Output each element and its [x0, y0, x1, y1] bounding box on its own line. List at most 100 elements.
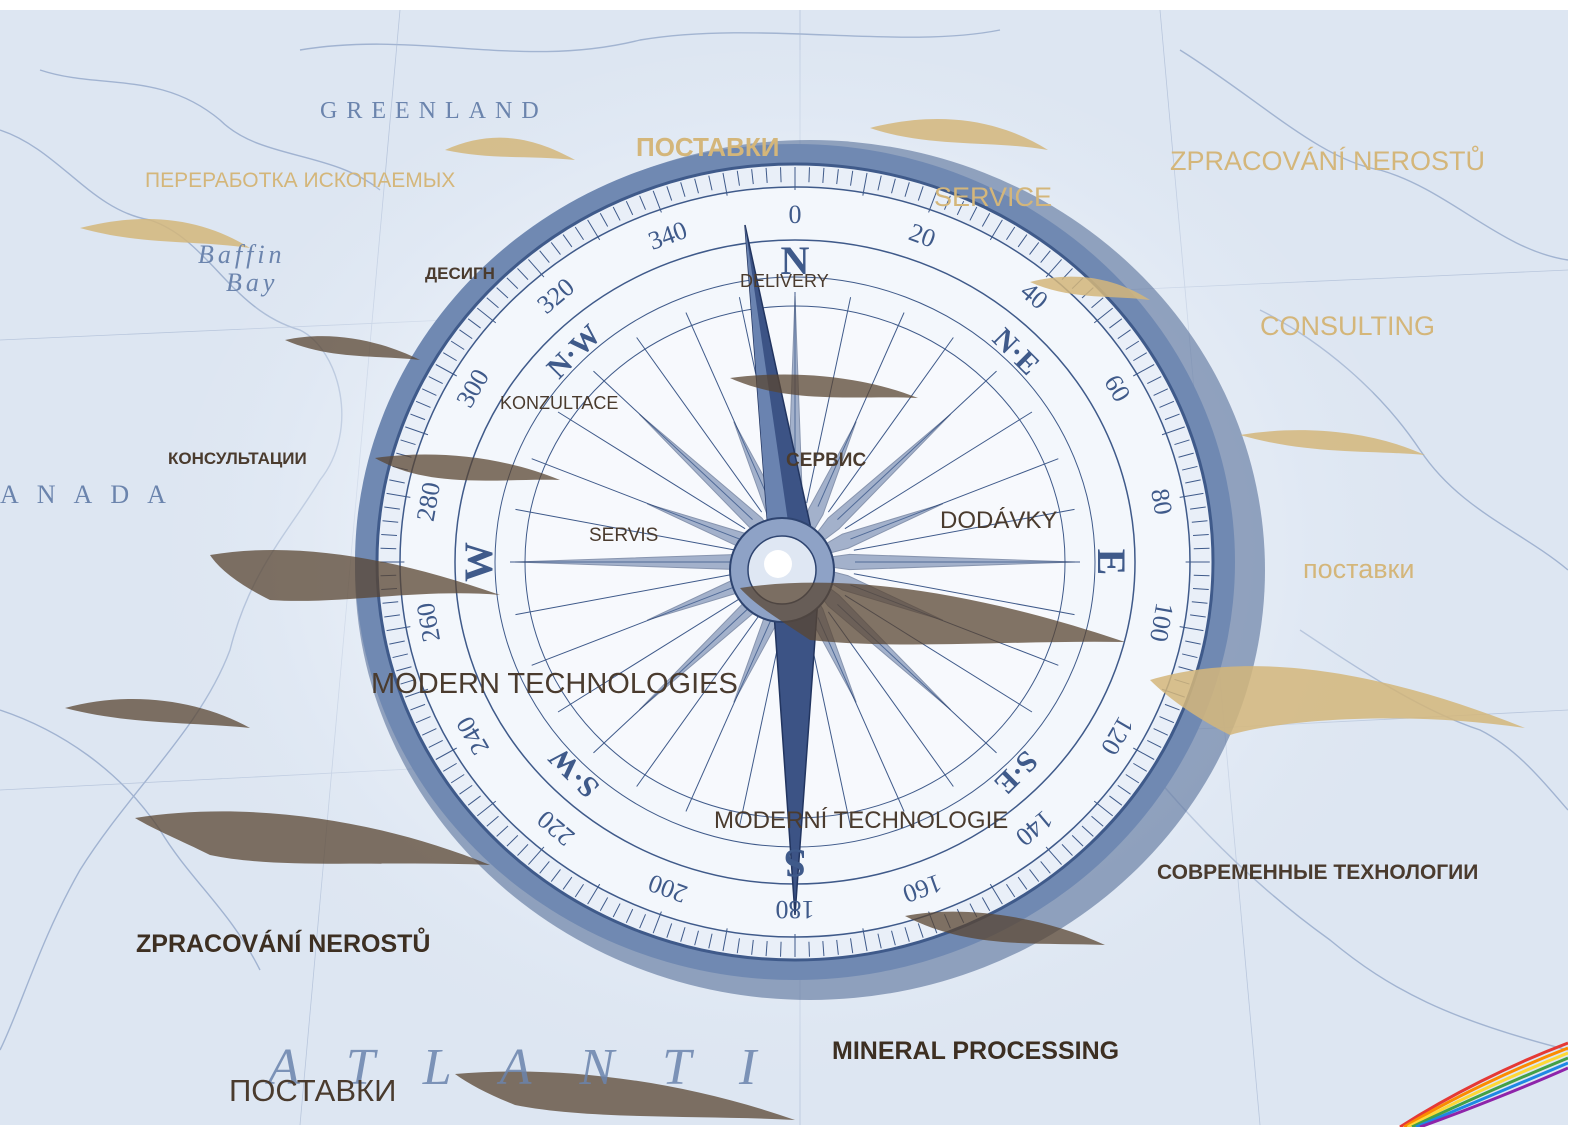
compass-tick [1093, 307, 1114, 324]
compass-tick [422, 728, 437, 736]
compass-tick [1017, 876, 1028, 890]
compass-tick [528, 259, 545, 278]
compass-tick [836, 939, 839, 955]
compass-tick [392, 653, 408, 659]
compass-tick [652, 911, 662, 934]
label-delivery: DELIVERY [740, 271, 829, 291]
compass-tick [1174, 439, 1190, 446]
label-zpracovani-brown: ZPRACOVÁNÍ NEROSTŮ [136, 930, 431, 958]
compass-tick [386, 492, 411, 498]
compass-tick [400, 439, 416, 446]
compass-tick [1071, 834, 1084, 847]
label-desikn: ДЕСИГН [425, 264, 495, 283]
gold-swooshes [80, 119, 1525, 735]
compass-tick [517, 268, 529, 280]
compass-tick [1109, 795, 1123, 806]
compass-tick [612, 206, 621, 221]
compass-tick [1045, 846, 1062, 865]
compass-tick [808, 941, 810, 957]
compass-tick [944, 195, 951, 210]
compass-tick [1147, 376, 1162, 385]
compass-tick [877, 933, 882, 949]
compass-tick [410, 413, 426, 421]
compass-tick [384, 614, 400, 618]
compass-tick [1192, 533, 1209, 536]
compass-tick [969, 206, 978, 221]
compass-tick [496, 825, 509, 837]
label-zpracovani-gold: ZPRACOVÁNÍ NEROSTŮ [1170, 146, 1486, 176]
compass-tick [450, 774, 465, 784]
compass-tick [1147, 739, 1162, 748]
compass-tick [981, 212, 991, 227]
compass-tick [1159, 400, 1175, 408]
compass-tick [1133, 747, 1155, 760]
compass-point-label: W [456, 542, 501, 582]
compass-tick [506, 277, 519, 290]
compass-tick [386, 626, 411, 632]
compass-degree-label: 0 [789, 200, 802, 229]
compass-tick [380, 547, 397, 550]
compass-tick [1017, 234, 1028, 248]
compass-tick [862, 172, 868, 196]
compass-tick [486, 815, 499, 827]
label-modern-technologies: MODERN TECHNOLOGIES [371, 668, 738, 700]
compass-tick [822, 941, 825, 957]
compass-tick [928, 190, 938, 213]
compass-tick [587, 219, 601, 241]
compass-tick [956, 200, 965, 216]
compass-tick [562, 234, 573, 248]
compass-tick [517, 844, 529, 856]
compass-tick [1081, 825, 1094, 837]
map-label-canada: ANADA [0, 480, 184, 509]
compass-degree-label: 260 [411, 601, 446, 644]
compass-tick [1109, 318, 1123, 329]
compass-point-label: N [781, 238, 810, 283]
compass-tick [1185, 640, 1201, 645]
compass-ray [806, 297, 852, 504]
compass-tick [850, 938, 854, 954]
compass-tick [435, 364, 457, 377]
compass-tick [1029, 242, 1040, 255]
compass-degree-label: 80 [1145, 486, 1178, 517]
label-sovremennye-tekhnologii: СОВРЕМЕННЫЕ ТЕХНОЛОГИИ [1157, 861, 1479, 884]
world-map-background: 0 20 40 60 80 100 120 140 160 180 200 220 240 260 280 3… [0, 10, 1568, 1125]
label-konzultace: KONZULTACE [500, 393, 619, 413]
compass-tick [1190, 506, 1206, 510]
compass-tick [891, 930, 896, 946]
compass-tick [574, 883, 584, 898]
compass-tick [904, 182, 910, 197]
compass-degree-label: 280 [411, 480, 446, 523]
compass-tick [396, 666, 412, 672]
compass-tick [780, 167, 782, 183]
compass-tick [1179, 626, 1204, 632]
compass-tick [639, 914, 646, 929]
label-dodavky: DODÁVKY [940, 507, 1058, 534]
compass-tick [435, 747, 457, 760]
compass-tick [1182, 653, 1198, 659]
compass-tick [1192, 588, 1209, 591]
compass-tick [476, 800, 497, 817]
compass-tick [1117, 329, 1131, 340]
compass-tick [1191, 520, 1208, 523]
compass-tick [1029, 869, 1040, 882]
compass-tick [780, 941, 782, 957]
compass-tick [694, 930, 699, 946]
compass-ray [844, 411, 1033, 530]
compass-tick [694, 178, 699, 194]
compass-ray [557, 411, 746, 530]
compass-ray [557, 594, 746, 713]
compass-tick [384, 506, 400, 510]
compass-tick [459, 784, 473, 795]
compass-tick [1193, 547, 1210, 550]
label-konsultatsii: КОНСУЛЬТАЦИИ [168, 449, 307, 468]
compass-graphic: 0204060801001201401601802002202402602803… [355, 140, 1265, 1000]
label-postavki-bottom: ПОСТАВКИ [229, 1073, 397, 1108]
compass-ray [853, 508, 1075, 551]
compass-degree-label: 180 [776, 895, 815, 924]
compass-tick [389, 479, 405, 484]
label-consulting: CONSULTING [1260, 311, 1436, 341]
compass-tick [666, 186, 673, 201]
map-label-bay: Bay [226, 268, 279, 297]
compass-tick [625, 908, 634, 924]
